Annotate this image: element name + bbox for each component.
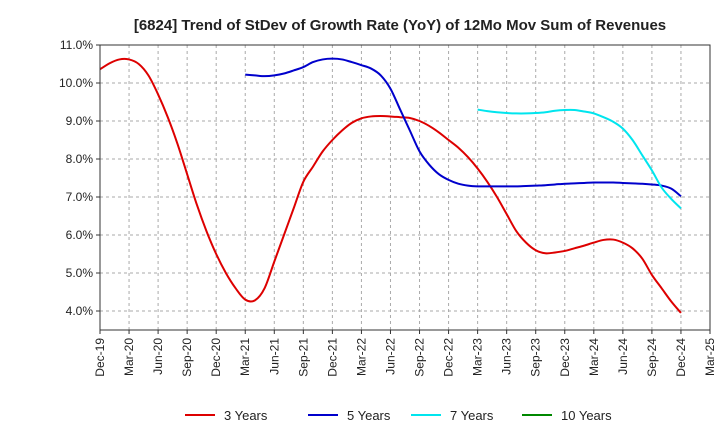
y-tick-label: 8.0%: [66, 152, 94, 166]
x-tick-label: Sep-22: [413, 338, 427, 377]
y-tick-label: 7.0%: [66, 190, 94, 204]
legend-label-10-years: 10 Years: [561, 408, 612, 423]
x-tick-label: Jun-23: [500, 338, 514, 375]
x-tick-label: Mar-20: [122, 338, 136, 376]
x-tick-label: Sep-24: [645, 338, 659, 377]
x-tick-label: Jun-22: [383, 338, 397, 375]
x-tick-label: Sep-20: [180, 338, 194, 377]
x-tick-label: Sep-21: [296, 338, 310, 377]
y-tick-labels: 4.0% 5.0% 6.0% 7.0% 8.0% 9.0% 10.0% 11.0%: [59, 38, 93, 318]
series-line-5-years: [245, 57, 682, 198]
x-tick-label: Sep-23: [529, 338, 543, 377]
y-tick-label: 5.0%: [66, 266, 94, 280]
x-tick-label: Dec-21: [325, 338, 339, 377]
legend-label-3-years: 3 Years: [224, 408, 268, 423]
x-tick-label: Mar-23: [471, 338, 485, 376]
legend-label-7-years: 7 Years: [450, 408, 494, 423]
x-tick-label: Mar-22: [354, 338, 368, 376]
series-layer: [99, 57, 682, 314]
x-tick-label: Dec-20: [209, 338, 223, 377]
plot-frame: [99, 44, 711, 331]
x-tick-label: Dec-22: [442, 338, 456, 377]
x-tick-label: Jun-24: [616, 338, 630, 375]
y-tick-label: 11.0%: [60, 38, 93, 52]
legend: 3 Years 5 Years 7 Years 10 Years: [185, 408, 612, 423]
x-tick-label: Dec-19: [93, 338, 107, 377]
y-tick-label: 6.0%: [66, 228, 94, 242]
y-tick-label: 9.0%: [66, 114, 94, 128]
x-tick-label: Dec-24: [674, 338, 688, 377]
x-tick-labels: Dec-19 Mar-20 Jun-20 Sep-20 Dec-20 Mar-21 Jun-…: [93, 338, 717, 377]
x-tick-label: Mar-21: [238, 338, 252, 376]
x-tick-label: Jun-21: [267, 338, 281, 375]
x-tick-label: Dec-23: [558, 338, 572, 377]
x-tick-label: Jun-20: [151, 338, 165, 375]
y-tick-label: 4.0%: [66, 304, 94, 318]
x-tick-label: Mar-25: [703, 338, 717, 376]
legend-label-5-years: 5 Years: [347, 408, 391, 423]
y-tick-label: 10.0%: [59, 76, 93, 90]
axes: [96, 44, 711, 334]
x-tick-label: Mar-24: [587, 338, 601, 376]
chart-title: [6824] Trend of StDev of Growth Rate (Yo…: [134, 17, 666, 34]
series-line-3-years: [99, 57, 682, 314]
series-line-7-years: [477, 108, 682, 210]
